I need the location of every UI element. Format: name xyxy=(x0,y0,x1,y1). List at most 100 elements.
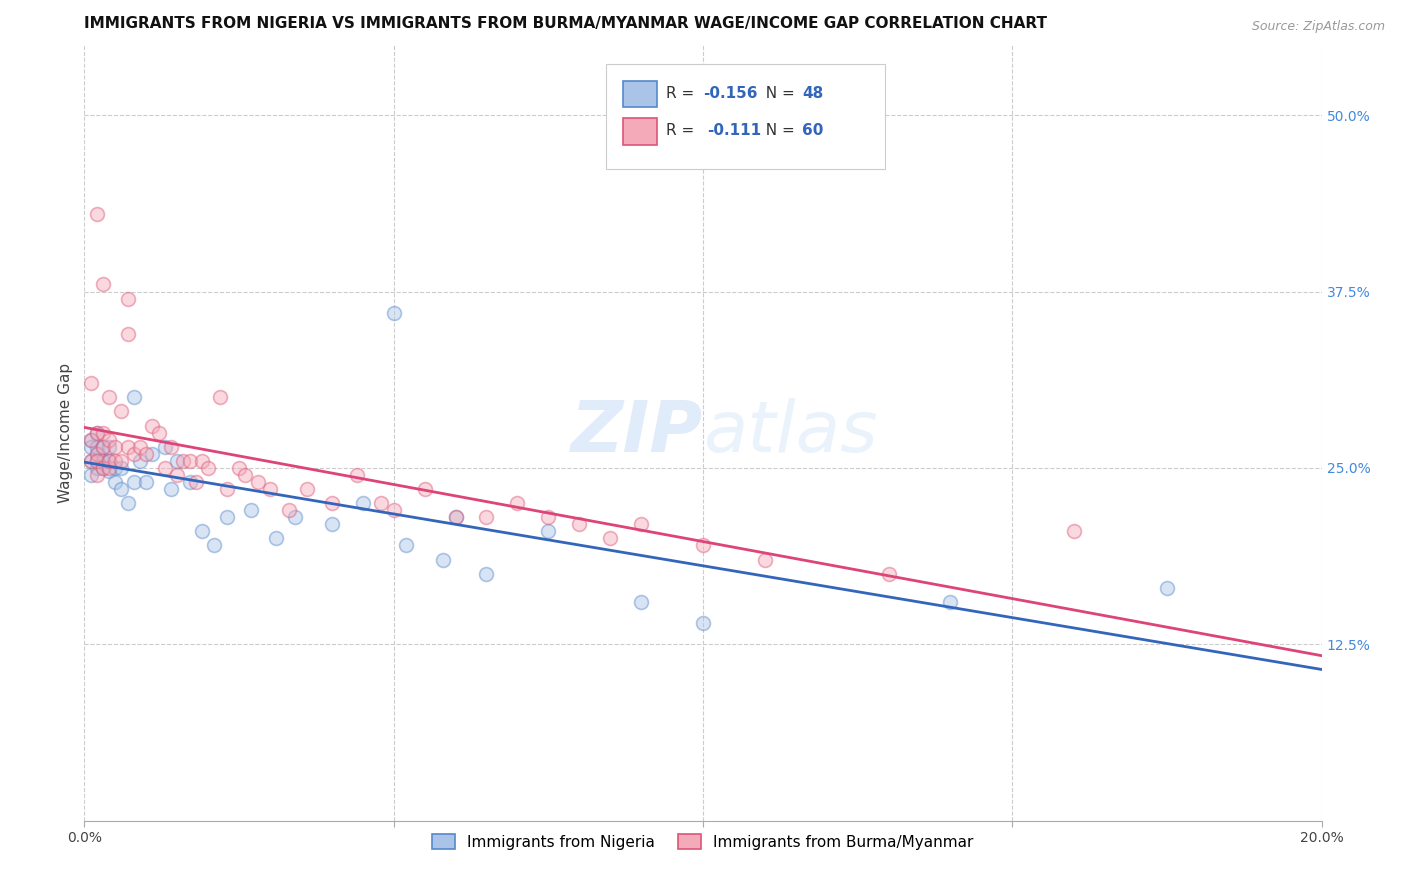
Point xyxy=(98,454,121,468)
Point xyxy=(352,496,374,510)
Point xyxy=(117,292,139,306)
Point xyxy=(228,461,250,475)
Point xyxy=(444,510,467,524)
Point xyxy=(630,517,652,532)
Point xyxy=(79,467,101,482)
Point xyxy=(877,566,900,581)
Point xyxy=(86,425,108,440)
FancyBboxPatch shape xyxy=(623,119,657,145)
Point xyxy=(79,433,101,447)
Point xyxy=(382,306,405,320)
Point xyxy=(98,433,121,447)
Point xyxy=(91,454,114,468)
Point xyxy=(91,425,114,440)
Point xyxy=(91,454,114,468)
Point xyxy=(79,454,101,468)
Point xyxy=(172,454,194,468)
Point xyxy=(122,447,145,461)
Point xyxy=(202,539,225,553)
Point xyxy=(141,418,163,433)
Point xyxy=(444,510,467,524)
Legend: Immigrants from Nigeria, Immigrants from Burma/Myanmar: Immigrants from Nigeria, Immigrants from… xyxy=(426,828,980,855)
Point xyxy=(110,404,132,418)
Point xyxy=(209,390,232,404)
Text: N =: N = xyxy=(756,123,800,138)
Point xyxy=(295,482,318,496)
Point xyxy=(284,510,307,524)
Point xyxy=(215,482,238,496)
Text: atlas: atlas xyxy=(703,398,877,467)
Point xyxy=(240,503,263,517)
Point xyxy=(91,461,114,475)
Point xyxy=(179,475,201,489)
Point xyxy=(117,326,139,341)
Point xyxy=(104,475,127,489)
Point xyxy=(117,496,139,510)
Point xyxy=(86,454,108,468)
Point xyxy=(153,461,176,475)
Point xyxy=(599,532,621,546)
Point xyxy=(264,532,287,546)
Point xyxy=(86,207,108,221)
Point xyxy=(346,467,368,482)
Point xyxy=(104,440,127,454)
Point xyxy=(537,510,560,524)
Point xyxy=(506,496,529,510)
Point xyxy=(148,425,170,440)
Point xyxy=(197,461,219,475)
Point xyxy=(153,440,176,454)
Text: 48: 48 xyxy=(801,86,824,101)
Point xyxy=(277,503,299,517)
Point xyxy=(79,433,101,447)
Point xyxy=(692,616,714,631)
Point xyxy=(91,461,114,475)
Text: R =: R = xyxy=(666,123,704,138)
Point xyxy=(191,454,214,468)
Point xyxy=(104,461,127,475)
Point xyxy=(939,595,962,609)
Point xyxy=(233,467,256,482)
Point xyxy=(215,510,238,524)
Point xyxy=(568,517,591,532)
Point xyxy=(98,454,121,468)
Point xyxy=(98,390,121,404)
Point xyxy=(79,376,101,391)
Text: 60: 60 xyxy=(801,123,824,138)
Point xyxy=(475,566,498,581)
Point xyxy=(91,277,114,292)
Point xyxy=(86,461,108,475)
Point xyxy=(91,440,114,454)
Point xyxy=(166,467,188,482)
Text: R =: R = xyxy=(666,86,699,101)
Text: ZIP: ZIP xyxy=(571,398,703,467)
Point xyxy=(129,440,152,454)
Point xyxy=(166,454,188,468)
Point xyxy=(86,425,108,440)
Point xyxy=(110,482,132,496)
FancyBboxPatch shape xyxy=(623,81,657,107)
Point xyxy=(141,447,163,461)
Text: N =: N = xyxy=(756,86,800,101)
Y-axis label: Wage/Income Gap: Wage/Income Gap xyxy=(58,362,73,503)
Point xyxy=(122,475,145,489)
Point xyxy=(86,447,108,461)
Point xyxy=(110,454,132,468)
Text: -0.111: -0.111 xyxy=(707,123,761,138)
Point xyxy=(129,454,152,468)
Point xyxy=(179,454,201,468)
Point xyxy=(382,503,405,517)
Point xyxy=(86,447,108,461)
Point xyxy=(1063,524,1085,539)
Point xyxy=(537,524,560,539)
Point xyxy=(191,524,214,539)
Text: -0.156: -0.156 xyxy=(703,86,758,101)
Point xyxy=(86,454,108,468)
Point xyxy=(135,447,157,461)
Point xyxy=(1156,581,1178,595)
Point xyxy=(135,475,157,489)
Point xyxy=(184,475,207,489)
Point xyxy=(122,390,145,404)
Point xyxy=(117,440,139,454)
Point xyxy=(79,440,101,454)
Point xyxy=(160,440,183,454)
